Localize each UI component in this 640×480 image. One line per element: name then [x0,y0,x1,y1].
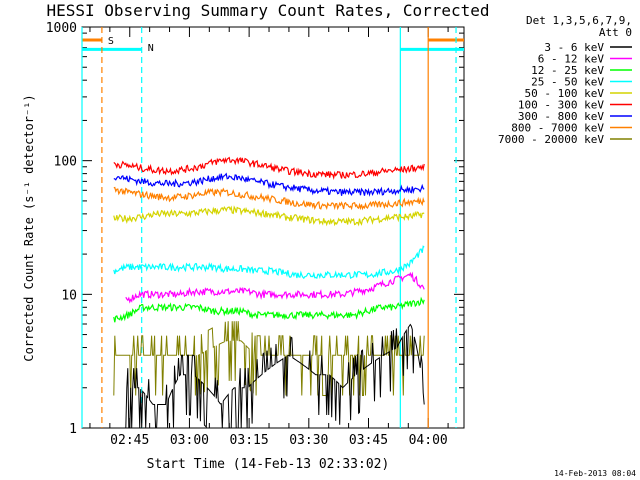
legend-entry-label: 100 - 300 keV [518,99,604,112]
x-axis-label: Start Time (14-Feb-13 02:33:02) [147,457,390,472]
y-tick-label: 10 [61,288,77,303]
date-stamp: 14-Feb-2013 08:04 [554,469,636,478]
series-line [113,205,425,227]
s-flag-label: S [108,36,114,47]
legend-header-line1: Det 1,3,5,6,7,9, [526,14,632,27]
x-tick-label: 04:00 [409,433,448,448]
series-line [125,271,425,304]
x-tick-label: 03:15 [230,433,269,448]
legend-header-line2: Att 0 [599,26,632,39]
legend-entry-label: 6 - 12 keV [538,53,605,66]
legend-entry-label: 7000 - 20000 keV [498,133,604,146]
legend-entry-label: 800 - 7000 keV [511,122,604,135]
series-line [113,321,425,396]
series-line [113,172,425,197]
legend-entry-label: 12 - 25 keV [531,64,604,77]
legend-entry-label: 50 - 100 keV [525,87,605,100]
chart-marks: 1 10 100 1000 02:45 03:00 03:15 03:30 03:45 04:00… [46,21,632,448]
legend-entry-label: 25 - 50 keV [531,76,604,89]
chart-title: HESSI Observing Summary Count Rates, Cor… [46,1,489,20]
y-tick-label: 1000 [46,21,77,36]
x-tick-label: 02:45 [110,433,149,448]
x-tick-label: 03:45 [349,433,388,448]
x-tick-label: 03:30 [289,433,328,448]
series-line [125,323,425,429]
series-line [113,186,425,211]
y-axis-label: Corrected Count Rate (s⁻¹ detector⁻¹) [22,94,36,361]
y-tick-label: 1 [69,422,77,437]
series-line [113,156,425,180]
x-tick-label: 03:00 [170,433,209,448]
series-line [113,296,425,323]
n-flag-label: N [148,43,154,54]
y-tick-label: 100 [54,155,77,170]
legend-entry-label: 300 - 800 keV [518,110,604,123]
plot-frame [81,26,465,429]
series-line [113,245,425,280]
legend-entry-label: 3 - 6 keV [544,41,604,54]
